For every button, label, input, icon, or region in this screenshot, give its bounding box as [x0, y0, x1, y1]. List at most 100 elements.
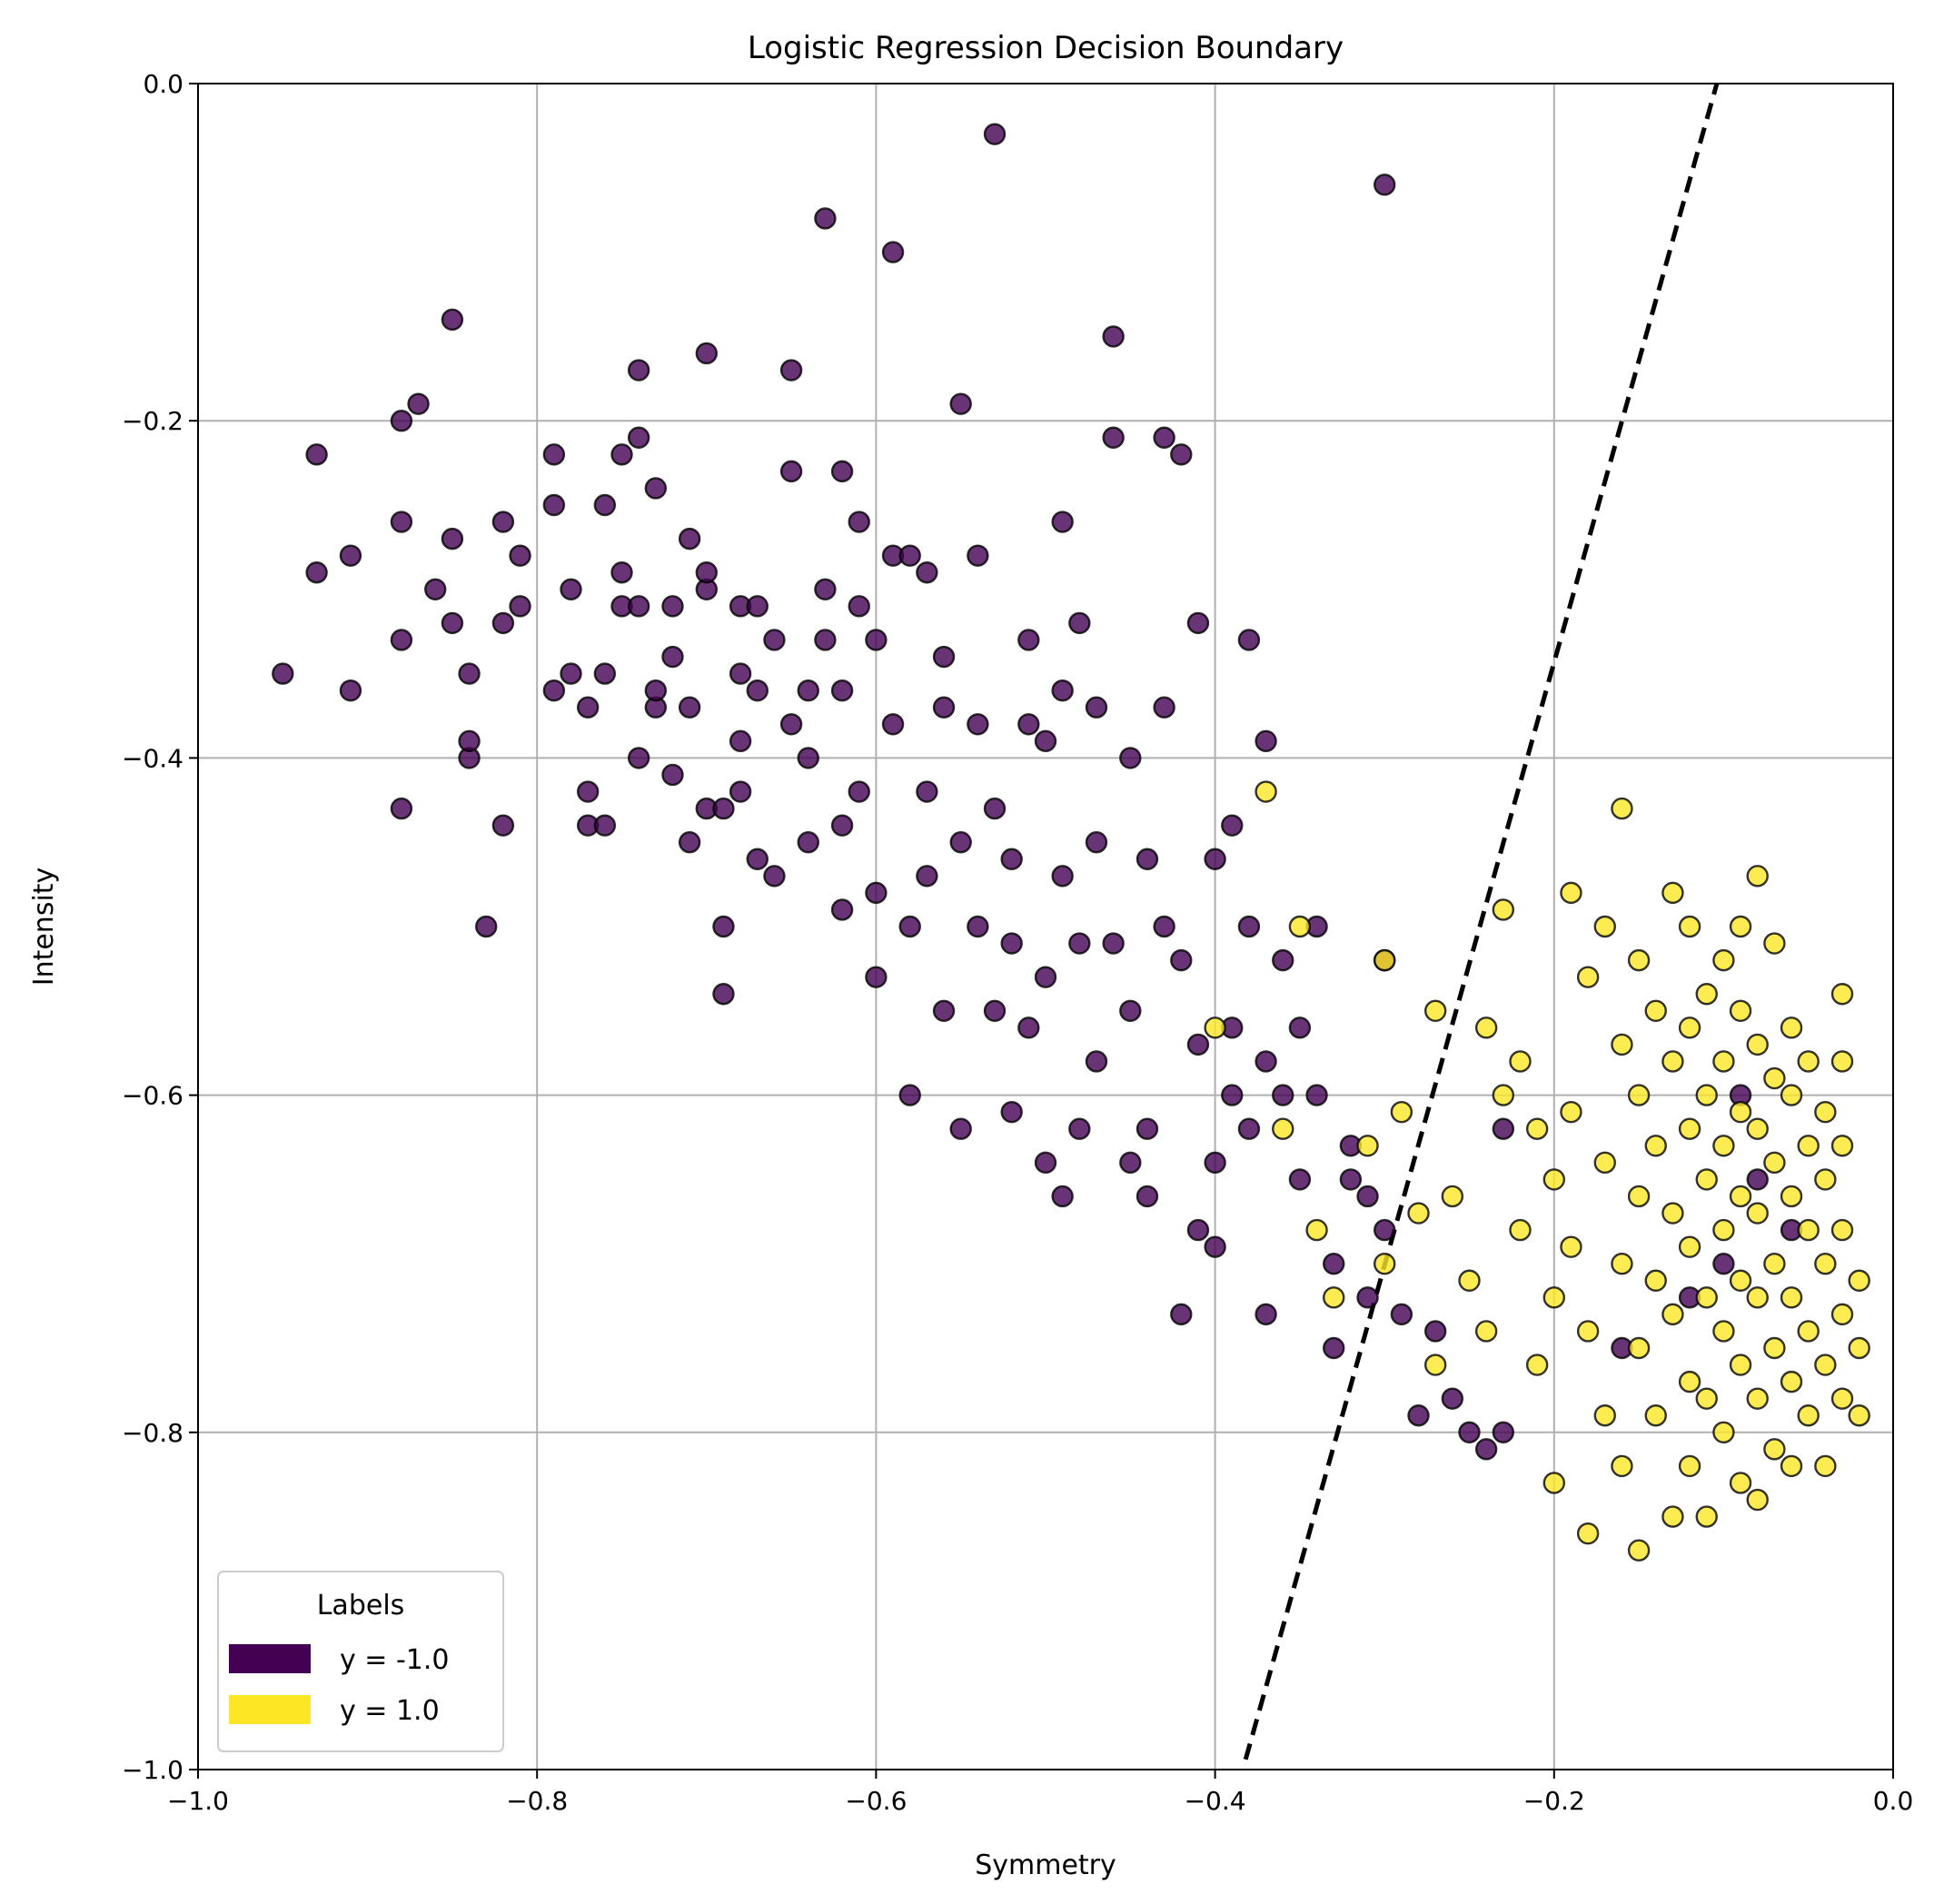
point-class-pos [1780, 1286, 1803, 1309]
y-tick-label: −0.6 [122, 1081, 183, 1111]
point-class-neg [390, 629, 413, 651]
point-class-neg [1407, 1404, 1430, 1427]
point-class-neg [729, 662, 752, 685]
point-class-neg [1186, 611, 1210, 635]
point-class-pos [1560, 1100, 1582, 1124]
point-class-pos [1661, 1202, 1684, 1225]
point-class-neg [1373, 1218, 1396, 1242]
point-class-neg [865, 629, 888, 651]
point-class-pos [1525, 1354, 1549, 1376]
point-class-pos [1627, 1539, 1651, 1562]
point-class-neg [1272, 948, 1294, 972]
point-class-pos [1474, 1016, 1498, 1039]
point-class-neg [1051, 1185, 1074, 1208]
point-class-neg [949, 831, 972, 854]
point-class-neg [390, 410, 413, 432]
point-class-neg [1492, 1421, 1515, 1444]
point-class-neg [1000, 932, 1023, 955]
point-class-neg [1356, 1185, 1379, 1208]
point-class-pos [1797, 1320, 1820, 1343]
point-class-pos [1746, 865, 1769, 888]
point-class-neg [814, 578, 837, 600]
point-class-neg [560, 578, 582, 600]
point-class-pos [1627, 1336, 1651, 1360]
point-class-neg [898, 1084, 921, 1106]
point-class-pos [1746, 1286, 1769, 1309]
point-class-pos [1288, 915, 1312, 938]
point-class-neg [830, 679, 854, 702]
point-class-neg [661, 645, 684, 669]
point-class-neg [1272, 1084, 1294, 1106]
point-class-neg [1153, 426, 1175, 449]
point-class-pos [1390, 1100, 1413, 1124]
point-class-neg [1102, 325, 1125, 348]
point-class-neg [627, 595, 650, 618]
point-class-pos [1780, 1084, 1803, 1106]
point-class-pos [1780, 1370, 1803, 1393]
point-class-pos [1746, 1488, 1769, 1512]
point-class-pos [1763, 1151, 1786, 1175]
point-class-pos [1305, 1218, 1328, 1242]
point-class-neg [898, 544, 921, 567]
point-class-neg [1085, 831, 1108, 854]
point-class-neg [967, 713, 989, 736]
point-class-neg [967, 915, 989, 938]
point-class-neg [610, 443, 633, 466]
point-class-neg [949, 392, 972, 415]
point-class-pos [1644, 999, 1667, 1023]
points-layer [272, 123, 1870, 1562]
point-class-neg [932, 696, 956, 719]
point-class-pos [1542, 1168, 1566, 1191]
point-class-neg [1085, 696, 1108, 719]
point-class-neg [610, 561, 633, 584]
point-class-pos [1814, 1168, 1837, 1191]
x-tick-label: −0.2 [1523, 1786, 1585, 1816]
point-class-neg [746, 595, 769, 618]
point-class-pos [1678, 1235, 1701, 1258]
point-class-neg [983, 123, 1007, 145]
point-class-neg [542, 493, 566, 517]
chart-title: Logistic Regression Decision Boundary [748, 30, 1344, 66]
point-class-neg [627, 359, 650, 382]
point-class-neg [763, 629, 786, 651]
point-class-pos [1814, 1354, 1837, 1376]
point-class-neg [830, 814, 854, 837]
point-class-pos [1255, 780, 1277, 803]
point-class-neg [678, 527, 701, 550]
point-class-neg [593, 814, 617, 837]
y-axis-label: Intensity [28, 868, 60, 987]
point-class-pos [1678, 915, 1701, 938]
point-class-pos [1729, 1354, 1752, 1376]
point-class-pos [1423, 999, 1447, 1023]
point-class-pos [1204, 1016, 1226, 1039]
point-class-pos [1763, 1438, 1786, 1461]
point-class-neg [814, 629, 837, 651]
axis-ticks: −1.0 −0.8 −0.6 −0.4 −0.2 0.0 −1.0 −0.8 −0.6 −0.4 −… [122, 69, 1913, 1816]
point-class-neg [1034, 1151, 1057, 1175]
point-class-neg [627, 747, 650, 769]
point-class-neg [797, 831, 819, 854]
point-class-pos [1323, 1286, 1345, 1309]
point-class-pos [1830, 1303, 1854, 1326]
x-tick-label: −0.4 [1185, 1786, 1246, 1816]
point-class-pos [1695, 1286, 1718, 1309]
point-class-neg [1255, 729, 1277, 753]
point-class-pos [1780, 1185, 1803, 1208]
point-class-pos [1525, 1117, 1549, 1140]
point-class-pos [1763, 932, 1786, 955]
point-class-neg [1102, 426, 1125, 449]
point-class-neg [1000, 1100, 1023, 1124]
point-class-pos [1712, 1050, 1735, 1073]
point-class-neg [779, 359, 803, 382]
point-class-pos [1611, 1454, 1633, 1478]
point-class-neg [542, 679, 566, 702]
point-class-neg [932, 645, 956, 669]
point-class-pos [1678, 1370, 1701, 1393]
point-class-pos [1611, 1033, 1633, 1056]
point-class-neg [542, 443, 566, 466]
point-class-pos [1729, 999, 1752, 1023]
point-class-pos [1373, 948, 1396, 972]
point-class-pos [1746, 1202, 1769, 1225]
point-class-pos [1695, 1505, 1718, 1528]
point-class-neg [932, 999, 956, 1023]
